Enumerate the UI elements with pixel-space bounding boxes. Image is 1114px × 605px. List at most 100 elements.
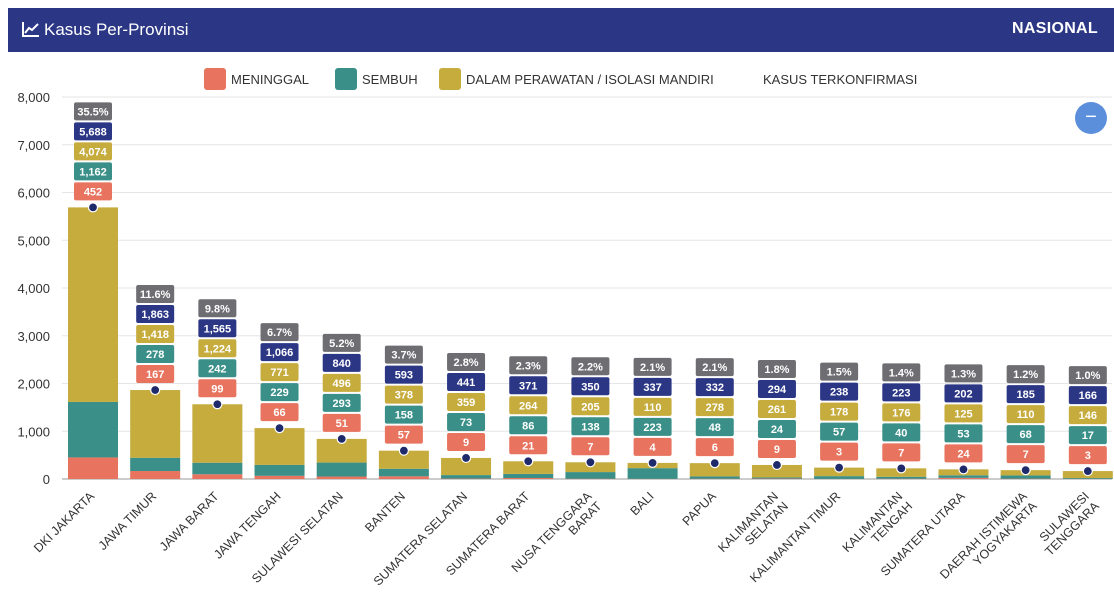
konfirmasi-label: 223: [892, 387, 910, 399]
total-dot[interactable]: [398, 445, 409, 456]
konfirmasi-label: 1,066: [266, 347, 294, 359]
bar-group[interactable]: 1.5% 238 178 57 3: [814, 362, 865, 479]
sembuh-label: 293: [333, 398, 351, 410]
meninggal-label: 24: [957, 448, 970, 460]
bar-perawatan[interactable]: [751, 464, 802, 478]
total-dot[interactable]: [958, 464, 969, 475]
y-tick-label: 2,000: [17, 377, 50, 392]
bar-sembuh[interactable]: [441, 475, 492, 479]
bar-perawatan[interactable]: [441, 457, 492, 476]
bar-sembuh[interactable]: [503, 473, 554, 478]
bar-meninggal[interactable]: [503, 477, 554, 479]
total-dot[interactable]: [647, 457, 658, 469]
total-dot[interactable]: [896, 463, 907, 474]
bar-group[interactable]: 1.0% 166 146 17 3: [1062, 366, 1113, 479]
meninggal-label: 99: [211, 383, 223, 395]
bar-group[interactable]: 1.8% 294 261 24 9: [751, 359, 802, 479]
bar-sembuh[interactable]: [814, 476, 865, 479]
bar-sembuh[interactable]: [565, 472, 616, 479]
bar-meninggal[interactable]: [254, 475, 305, 479]
bar-group[interactable]: 11.6% 1,863 1,418 278 167: [130, 285, 181, 479]
scope-label[interactable]: NASIONAL: [1012, 20, 1098, 37]
bar-sembuh[interactable]: [627, 468, 678, 479]
bar-sembuh[interactable]: [938, 475, 989, 478]
total-dot[interactable]: [709, 458, 720, 469]
bar-meninggal[interactable]: [192, 474, 243, 479]
bar-group[interactable]: 9.8% 1,565 1,224 242 99: [192, 299, 243, 479]
x-tick-label: BANTEN: [362, 489, 408, 535]
bar-meninggal[interactable]: [130, 471, 181, 479]
bar-perawatan[interactable]: [689, 463, 740, 477]
total-dot[interactable]: [336, 433, 347, 444]
percent-label: 35.5%: [77, 106, 108, 118]
meninggal-label: 66: [273, 407, 285, 419]
total-dot[interactable]: [585, 457, 596, 468]
bar-group[interactable]: 2.1% 332 278 48 6: [689, 358, 740, 479]
bar-perawatan[interactable]: [254, 428, 305, 465]
konfirmasi-label-box: [447, 372, 486, 391]
total-dot[interactable]: [87, 202, 99, 213]
bar-perawatan[interactable]: [192, 404, 243, 463]
bar-group[interactable]: 2.1% 337 110 223 4: [627, 357, 678, 479]
total-dot[interactable]: [212, 399, 223, 410]
konfirmasi-label: 332: [706, 382, 724, 394]
bar-sembuh[interactable]: [130, 457, 181, 472]
total-dot[interactable]: [150, 384, 161, 396]
bar-sembuh[interactable]: [254, 464, 305, 476]
bar-group[interactable]: 2.8% 441 359 73 9: [441, 352, 492, 479]
legend-item-terkonfirmasi[interactable]: KASUS TERKONFIRMASI: [763, 68, 917, 90]
perawatan-label: 378: [395, 390, 413, 402]
bar-perawatan[interactable]: [68, 207, 118, 402]
total-dot[interactable]: [1082, 465, 1093, 477]
sembuh-label-box: [633, 417, 672, 436]
bar-group[interactable]: 2.2% 350 205 138 7: [565, 357, 616, 479]
bar-group[interactable]: 35.5% 5,688 4,074 1,162 452: [68, 102, 118, 479]
percent-label: 9.8%: [205, 303, 230, 315]
bar-sembuh[interactable]: [378, 468, 429, 477]
bar-sembuh[interactable]: [1000, 475, 1051, 479]
bar-sembuh[interactable]: [192, 462, 243, 475]
konfirmasi-label-box: [1068, 386, 1107, 405]
meninggal-label: 7: [898, 447, 904, 459]
bar-group[interactable]: 1.3% 202 125 53 24: [938, 364, 989, 479]
bar-sembuh[interactable]: [1062, 478, 1113, 479]
total-dot[interactable]: [460, 452, 472, 464]
total-dot[interactable]: [523, 456, 534, 467]
bar-meninggal[interactable]: [68, 457, 118, 479]
bar-group[interactable]: 1.4% 223 176 40 7: [876, 363, 927, 479]
bar-meninggal[interactable]: [938, 477, 989, 479]
bar-sembuh[interactable]: [316, 462, 367, 477]
total-dot[interactable]: [1020, 465, 1031, 476]
konfirmasi-label: 593: [395, 370, 413, 382]
percent-label-box: [1068, 366, 1107, 385]
bar-group[interactable]: 3.7% 593 378 158 57: [378, 345, 429, 479]
bar-group[interactable]: 1.2% 185 110 68 7: [1000, 365, 1051, 479]
bar-sembuh[interactable]: [876, 476, 927, 479]
perawatan-label: 1,224: [204, 343, 232, 355]
meninggal-label-box: [260, 403, 299, 422]
meninggal-label: 4: [650, 442, 657, 454]
total-dot[interactable]: [274, 422, 285, 434]
bar-sembuh[interactable]: [68, 401, 118, 458]
bar-meninggal[interactable]: [378, 476, 429, 479]
bar-group[interactable]: 6.7% 1,066 771 229 66: [254, 323, 305, 479]
bar-group[interactable]: 5.2% 840 496 293 51: [316, 333, 367, 479]
bar-group[interactable]: 2.3% 371 264 86 21: [503, 356, 554, 479]
legend-item-meninggal[interactable]: MENINGGAL: [204, 68, 309, 90]
bar-perawatan[interactable]: [316, 438, 367, 463]
bar-sembuh[interactable]: [689, 476, 740, 479]
legend-item-sembuh[interactable]: SEMBUH: [335, 68, 418, 90]
konfirmasi-label-box: [384, 365, 423, 384]
perawatan-label: 264: [519, 400, 538, 412]
total-dot[interactable]: [834, 462, 845, 473]
legend-item-perawatan[interactable]: DALAM PERAWATAN / ISOLASI MANDIRI: [439, 68, 714, 90]
bar-meninggal[interactable]: [316, 476, 367, 479]
konfirmasi-label-box: [695, 378, 734, 397]
percent-label: 1.5%: [827, 367, 852, 379]
collapse-button[interactable]: −: [1075, 102, 1107, 134]
bar-sembuh[interactable]: [751, 477, 802, 479]
total-dot[interactable]: [771, 459, 783, 471]
bar-perawatan[interactable]: [378, 450, 429, 469]
bar-perawatan[interactable]: [503, 461, 554, 474]
bar-perawatan[interactable]: [130, 390, 181, 458]
